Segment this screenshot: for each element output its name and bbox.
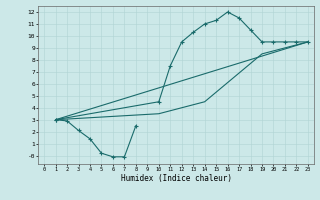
X-axis label: Humidex (Indice chaleur): Humidex (Indice chaleur) — [121, 174, 231, 183]
